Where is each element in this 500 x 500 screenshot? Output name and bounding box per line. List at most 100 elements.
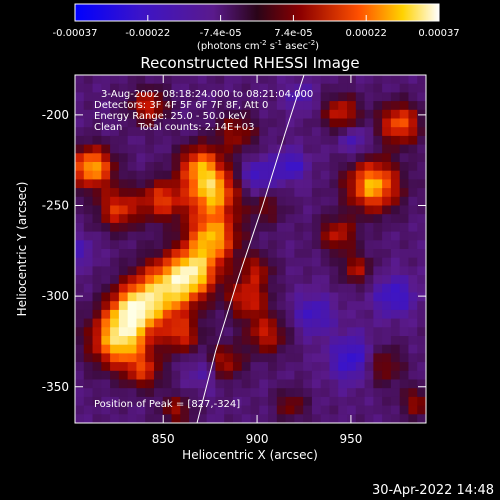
heatmap-cell — [101, 379, 111, 389]
heatmap-cell — [180, 249, 190, 259]
heatmap-cell — [206, 214, 216, 224]
heatmap-cell — [355, 144, 365, 154]
heatmap-cell — [171, 379, 181, 389]
heatmap-cell — [162, 249, 172, 259]
heatmap-cell — [145, 101, 155, 111]
heatmap-cell — [268, 196, 278, 206]
heatmap-cell — [355, 127, 365, 137]
heatmap-cell — [408, 135, 418, 145]
heatmap-cell — [408, 301, 418, 311]
heatmap-cell — [171, 92, 181, 102]
heatmap-cell — [311, 179, 322, 189]
heatmap-cell — [83, 266, 93, 276]
heatmap-cell — [268, 83, 278, 93]
heatmap-cell — [382, 127, 392, 137]
heatmap-cell — [399, 83, 409, 93]
heatmap-cell — [215, 127, 225, 137]
heatmap-cell — [320, 118, 330, 128]
heatmap-cell — [311, 170, 322, 180]
heatmap-cell — [101, 405, 111, 415]
heatmap-cell — [347, 153, 357, 163]
heatmap-cell — [329, 170, 339, 180]
heatmap-cell — [189, 414, 199, 423]
heatmap-cell — [92, 257, 102, 267]
heatmap-cell — [355, 179, 365, 189]
heatmap-cell — [408, 162, 418, 172]
heatmap-cell — [153, 118, 164, 128]
heatmap-cell — [206, 388, 216, 398]
heatmap-cell — [215, 75, 225, 85]
heatmap-cell — [408, 249, 418, 259]
heatmap-cell — [417, 414, 426, 423]
heatmap-cell — [232, 144, 243, 154]
colorbar-tick-label: 0.00022 — [346, 28, 387, 39]
heatmap-cell — [259, 414, 269, 423]
heatmap-cell — [276, 309, 287, 319]
heatmap-cell — [206, 188, 216, 198]
heatmap-cell — [162, 414, 172, 423]
heatmap-cell — [250, 170, 260, 180]
heatmap-cell — [399, 318, 409, 328]
heatmap-cell — [224, 205, 234, 215]
heatmap-cell — [232, 292, 243, 302]
heatmap-cell — [162, 336, 172, 346]
footer-datetime: 30-Apr-2022 14:48 — [372, 483, 494, 498]
heatmap-cell — [241, 327, 251, 337]
heatmap-cell — [206, 327, 216, 337]
heatmap-cell — [171, 388, 181, 398]
heatmap-cell — [171, 370, 181, 380]
heatmap-cell — [145, 362, 155, 372]
heatmap-cell — [417, 240, 426, 250]
heatmap-cell — [347, 318, 357, 328]
heatmap-cell — [294, 118, 304, 128]
heatmap-cell — [399, 231, 409, 241]
heatmap-cell — [180, 127, 190, 137]
heatmap-cell — [110, 214, 120, 224]
heatmap-cell — [285, 153, 295, 163]
heatmap-cell — [145, 283, 155, 293]
heatmap-cell — [382, 405, 392, 415]
heatmap-cell — [127, 75, 137, 85]
heatmap-cell — [232, 362, 243, 372]
heatmap-cell — [171, 162, 181, 172]
heatmap-cell — [232, 309, 243, 319]
heatmap-cell — [232, 205, 243, 215]
heatmap-cell — [303, 75, 313, 85]
heatmap-cell — [259, 362, 269, 372]
heatmap-cell — [285, 179, 295, 189]
heatmap-cell — [250, 388, 260, 398]
heatmap-cell — [408, 231, 418, 241]
colorbar-tick-label: -0.00022 — [125, 28, 170, 39]
heatmap-cell — [320, 101, 330, 111]
heatmap-cell — [408, 266, 418, 276]
heatmap-cell — [303, 327, 313, 337]
heatmap-cell — [329, 353, 339, 363]
heatmap-cell — [162, 144, 172, 154]
heatmap-cell — [268, 414, 278, 423]
heatmap-cell — [355, 153, 365, 163]
heatmap-cell — [101, 266, 111, 276]
heatmap-cell — [197, 388, 208, 398]
heatmap-cell — [171, 292, 181, 302]
heatmap-cell — [118, 362, 129, 372]
heatmap-cell — [294, 222, 304, 232]
heatmap-cell — [197, 275, 208, 285]
heatmap-cell — [390, 205, 401, 215]
heatmap-cell — [250, 405, 260, 415]
heatmap-cell — [390, 127, 401, 137]
heatmap-cell — [408, 405, 418, 415]
heatmap-cell — [145, 266, 155, 276]
heatmap-cell — [320, 127, 330, 137]
heatmap-cell — [224, 379, 234, 389]
heatmap-cell — [197, 222, 208, 232]
heatmap-cell — [338, 92, 348, 102]
heatmap-cell — [347, 231, 357, 241]
heatmap-cell — [303, 283, 313, 293]
heatmap-cell — [303, 266, 313, 276]
heatmap-cell — [347, 379, 357, 389]
heatmap-cell — [189, 153, 199, 163]
heatmap-cell — [303, 231, 313, 241]
heatmap-cell — [382, 153, 392, 163]
heatmap-cell — [417, 196, 426, 206]
heatmap-cell — [390, 118, 401, 128]
